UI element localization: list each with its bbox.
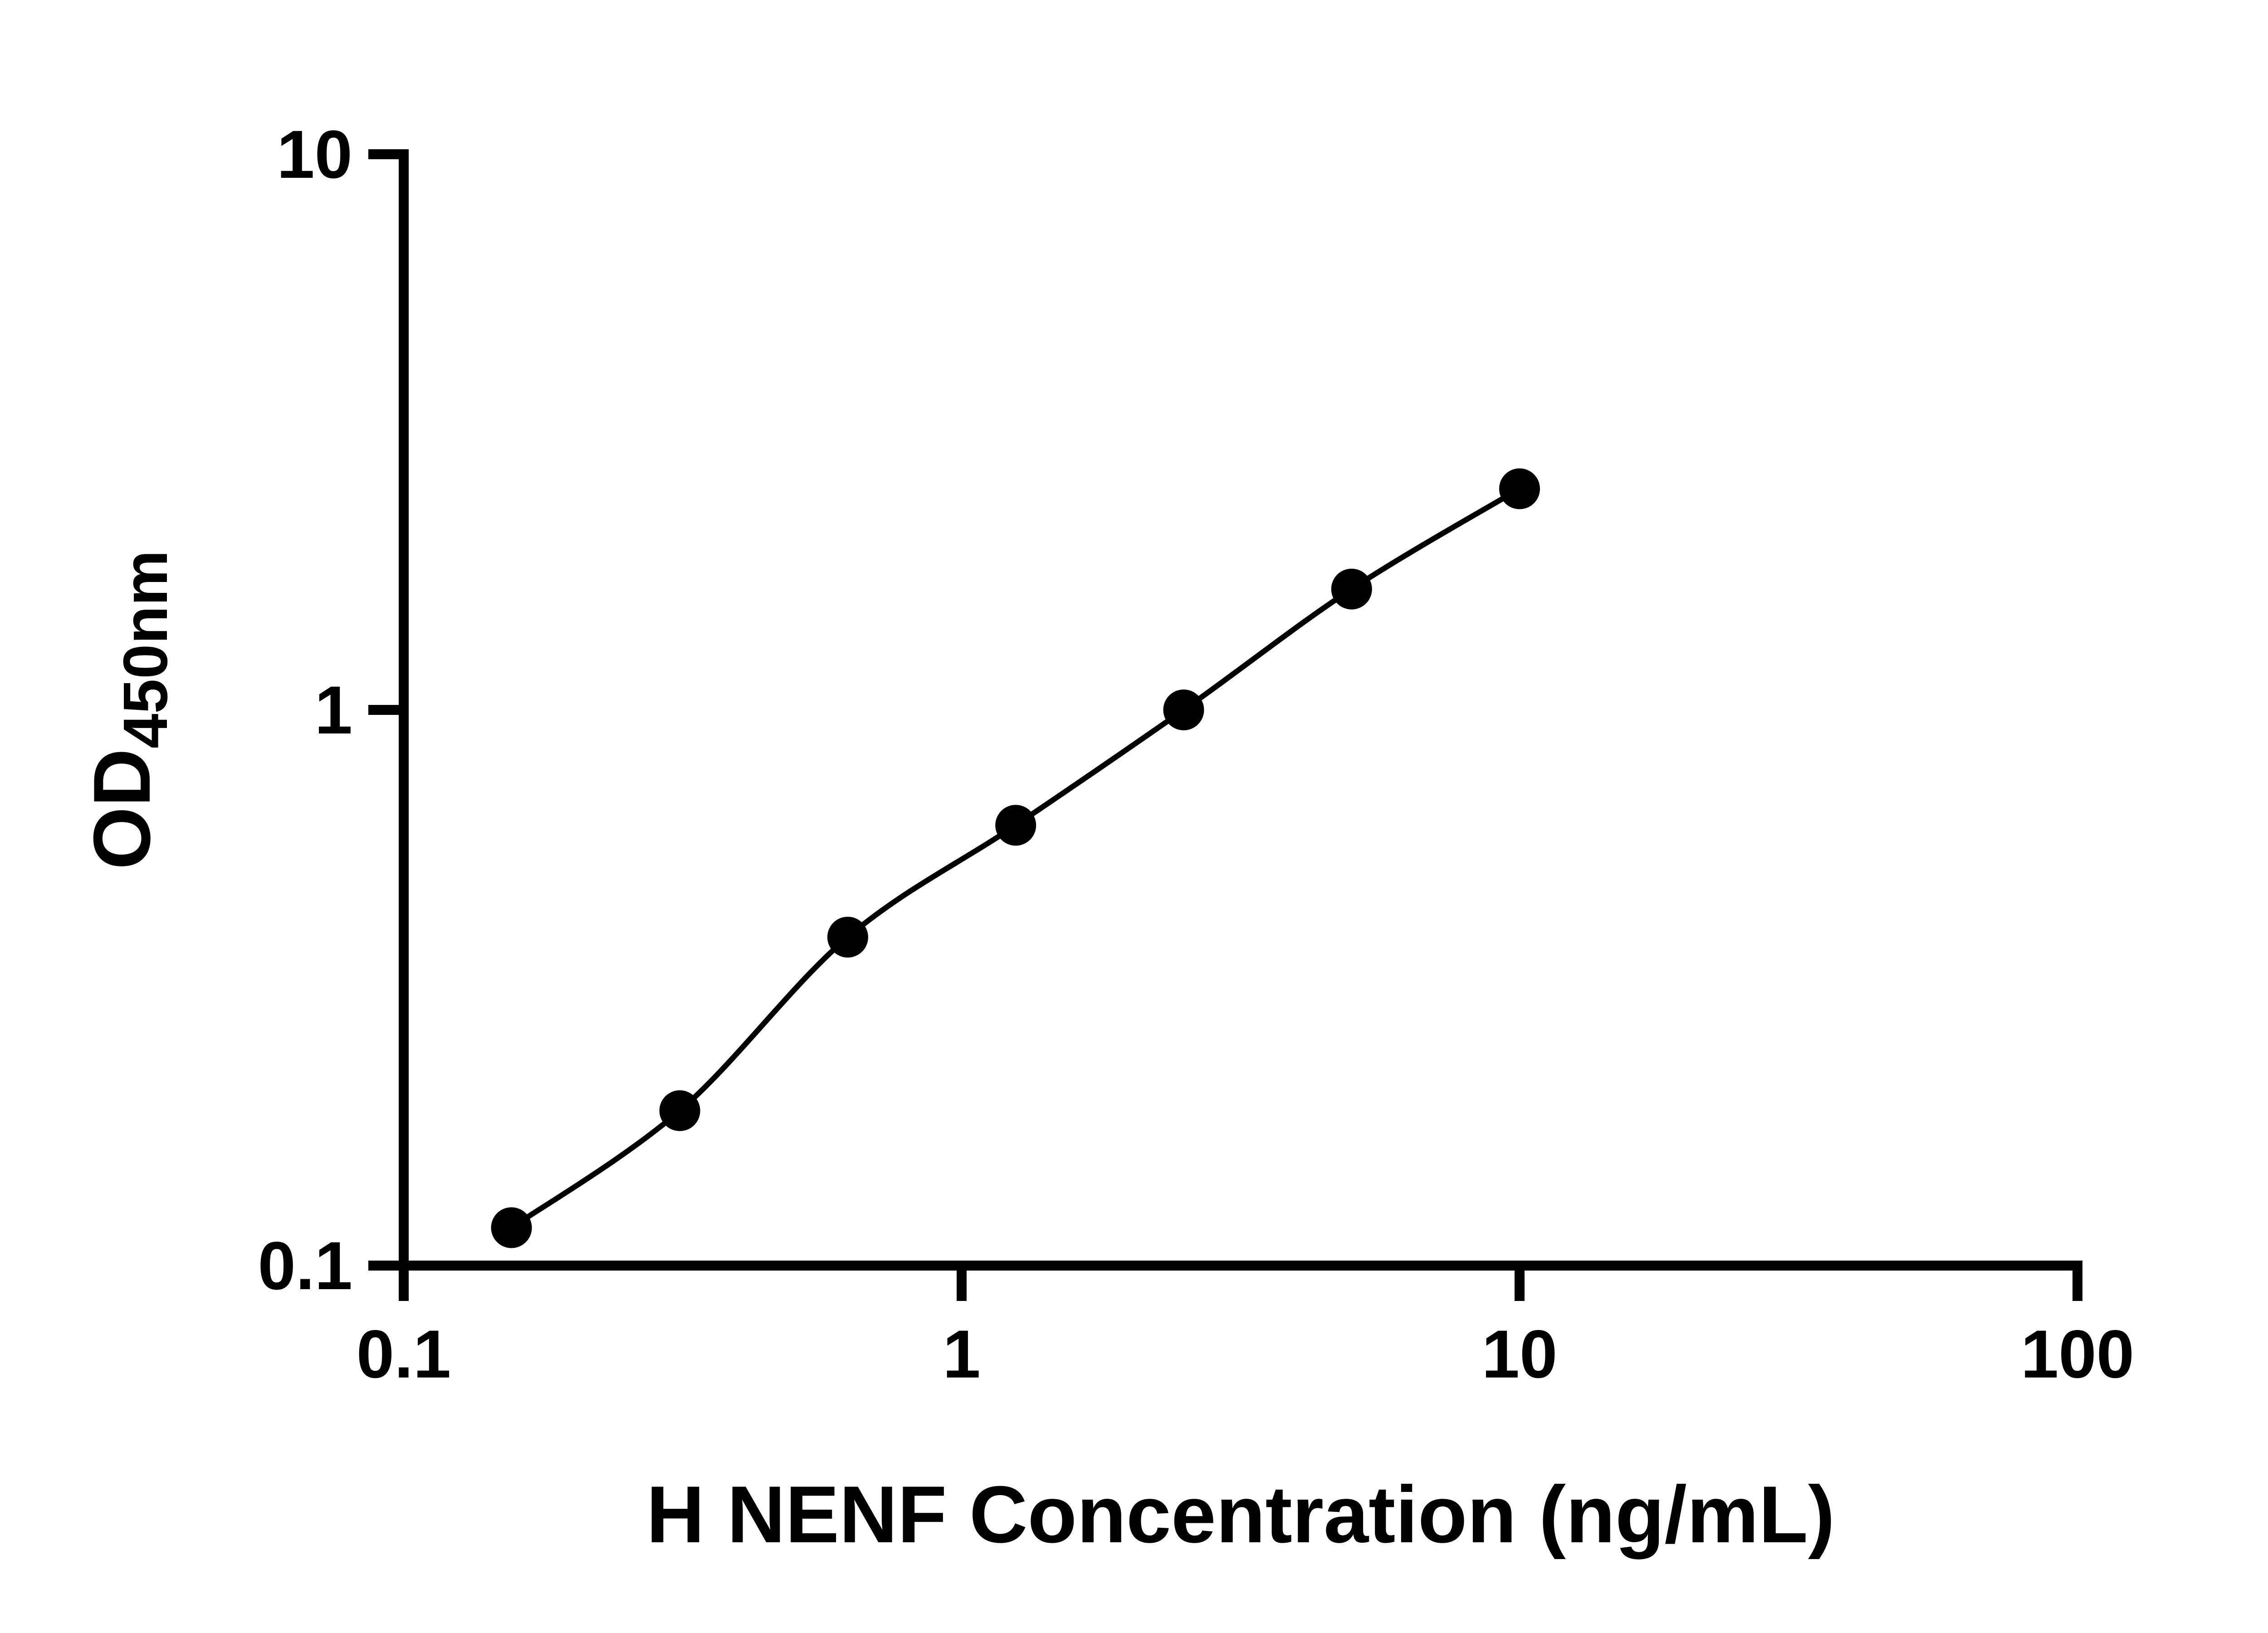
data-point (1331, 568, 1372, 610)
x-tick-label: 0.1 (357, 1316, 451, 1392)
data-point (827, 916, 868, 958)
data-point (659, 1090, 700, 1131)
data-point (1499, 468, 1540, 509)
y-axis-title: OD450nm (77, 550, 181, 870)
y-tick-label: 10 (277, 116, 352, 192)
x-tick-label: 1 (943, 1316, 980, 1392)
y-axis-title-main: OD (77, 748, 167, 870)
data-point (995, 805, 1036, 846)
y-tick-label: 1 (315, 672, 352, 748)
data-point (491, 1207, 532, 1248)
data-point (1163, 689, 1204, 730)
x-axis-title: H NENF Concentration (ng/mL) (646, 1469, 1835, 1560)
x-tick-label: 10 (1482, 1316, 1558, 1392)
y-axis-title-subscript: 450nm (111, 550, 181, 748)
y-tick-label: 0.1 (258, 1227, 352, 1304)
x-tick-label: 100 (2021, 1316, 2134, 1392)
